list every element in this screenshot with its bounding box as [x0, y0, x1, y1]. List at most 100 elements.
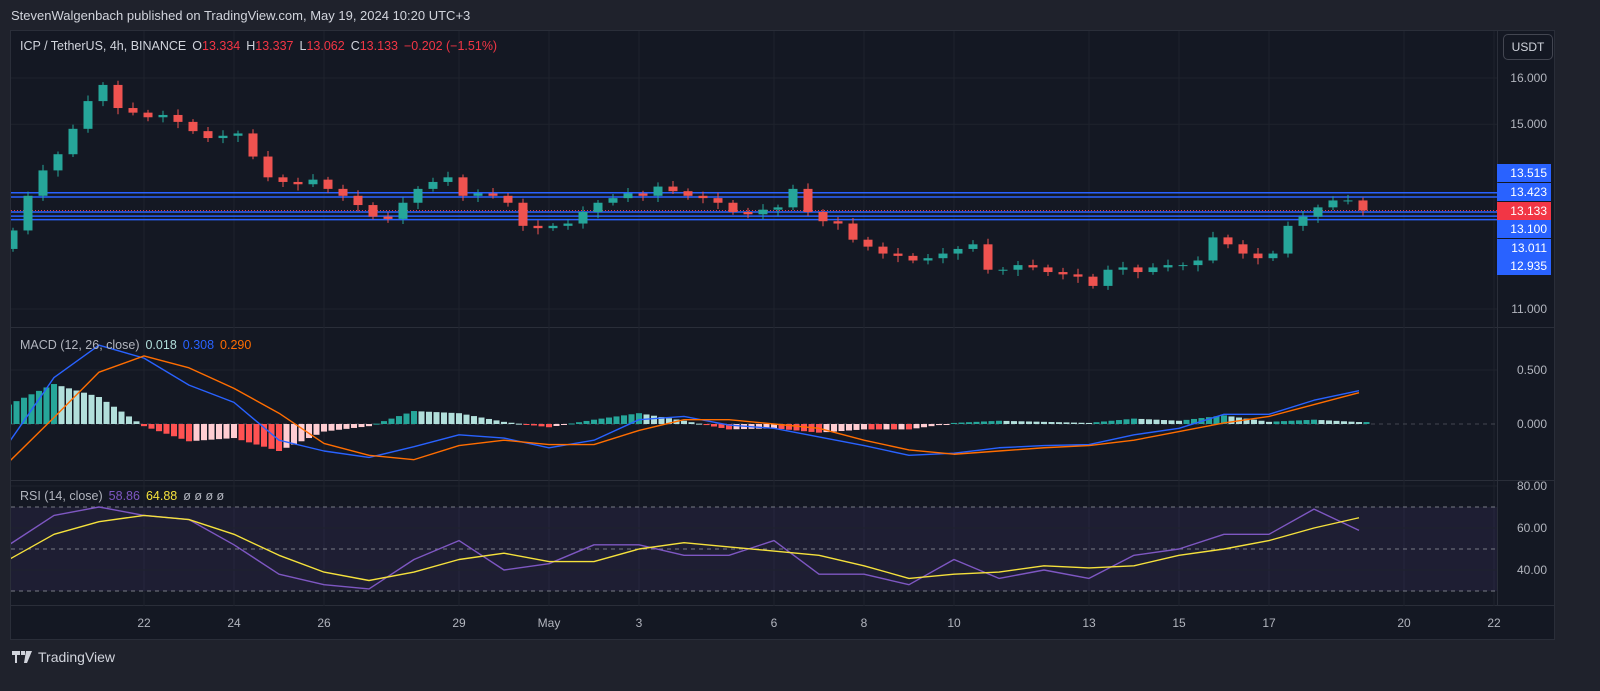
macd-histogram-bar [1108, 420, 1115, 424]
macd-histogram-bar [111, 406, 117, 424]
macd-histogram-bar [403, 413, 410, 424]
level-label-13-100: 13.100 [1497, 220, 1551, 238]
candle-body [443, 177, 453, 182]
chart-frame[interactable] [10, 30, 1555, 640]
symbol-title[interactable]: ICP / TetherUS, 4h, BINANCE [20, 39, 187, 53]
symbol-legend: ICP / TetherUS, 4h, BINANCE O13.334 H13.33… [20, 39, 503, 53]
macd-histogram-bar [1086, 422, 1092, 424]
x-axis-label: 19 [2, 616, 16, 630]
macd-histogram-bar [253, 424, 260, 445]
candle-body [713, 198, 723, 203]
macd-histogram-bar [81, 392, 87, 424]
macd-histogram-bar [666, 418, 672, 424]
macd-histogram-bar [981, 421, 987, 424]
candle-body [143, 112, 153, 118]
candle-body [413, 188, 423, 203]
macd-histogram-bar [261, 424, 267, 447]
candle-body [308, 179, 318, 185]
candle-body [968, 244, 978, 249]
candle-body [1313, 207, 1323, 217]
rsi-axis-label: 60.00 [1517, 521, 1547, 535]
macd-histogram-bar [628, 414, 635, 424]
macd-histogram-bar [486, 418, 492, 424]
macd-histogram-bar [1041, 421, 1047, 424]
macd-histogram-bar [1153, 419, 1160, 424]
macd-histogram-bar [171, 424, 177, 437]
macd-title: MACD (12, 26, close) [20, 338, 140, 352]
macd-histogram-bar [1026, 421, 1032, 424]
macd-histogram-bar [1341, 421, 1347, 424]
macd-histogram-bar [553, 424, 560, 426]
macd-histogram-bar [861, 424, 867, 430]
macd-histogram-bar [283, 424, 290, 448]
macd-histogram-bar [358, 424, 365, 428]
macd-histogram-bar [1033, 421, 1040, 424]
macd-histogram-bar [681, 420, 687, 424]
candle-body [338, 188, 348, 196]
macd-histogram-bar [853, 424, 860, 430]
macd-histogram-bar [186, 424, 192, 442]
macd-histogram-bar [1123, 419, 1130, 424]
candle-body [953, 248, 963, 254]
macd-histogram-bar [126, 416, 132, 424]
macd-histogram-bar [223, 424, 230, 439]
macd-axis-label: 0.500 [1517, 363, 1547, 377]
macd-histogram-bar [1281, 421, 1287, 424]
macd-histogram-bar [1258, 420, 1265, 424]
macd-histogram-bar [561, 424, 567, 425]
macd-histogram-bar [1318, 420, 1325, 424]
candle-body [473, 193, 483, 196]
macd-histogram-bar [1146, 419, 1152, 424]
macd-histogram-bar [1266, 421, 1272, 424]
tradingview-logo[interactable]: TradingView [12, 649, 115, 665]
candle-body [203, 131, 213, 139]
macd-histogram-bar [921, 424, 927, 428]
candle-body [1268, 253, 1278, 259]
macd-histogram-bar [906, 424, 912, 430]
candle-body [803, 188, 813, 212]
candle-body [1193, 260, 1203, 266]
candle-body [1178, 265, 1188, 267]
candle-body [743, 211, 753, 215]
macd-histogram-bar [1363, 422, 1370, 424]
macd-histogram-bar [1093, 422, 1100, 424]
macd-histogram-bar [1056, 422, 1062, 424]
candle-body [848, 223, 858, 240]
candle-body [533, 225, 543, 229]
macd-histogram-bar [1311, 419, 1317, 424]
macd-histogram-bar [913, 424, 920, 429]
macd-histogram-bar [1348, 421, 1355, 424]
x-axis-label: 13 [1082, 616, 1096, 630]
macd-histogram-bar [583, 420, 590, 424]
macd-histogram-bar [231, 424, 237, 439]
macd-hist-value: 0.018 [145, 338, 177, 352]
macd-histogram-bar [516, 423, 522, 425]
macd-histogram-bar [636, 413, 642, 424]
macd-histogram-bar [598, 418, 605, 424]
macd-histogram-bar [1183, 419, 1190, 424]
candle-body [488, 193, 498, 196]
rsi-legend[interactable]: RSI (14, close) 58.86 64.88 ø ø ø ø [20, 489, 230, 503]
currency-button[interactable]: USDT [1503, 34, 1553, 60]
macd-histogram-bar [156, 424, 162, 432]
macd-histogram-bar [306, 424, 312, 439]
macd-histogram-bar [1213, 416, 1220, 424]
level-label-13-423: 13.423 [1497, 183, 1551, 201]
macd-legend[interactable]: MACD (12, 26, close) 0.018 0.308 0.290 [20, 338, 257, 352]
candle-body [623, 193, 633, 199]
macd-histogram-bar [321, 424, 327, 432]
candle-body [248, 133, 258, 157]
candle-body [578, 211, 588, 224]
candle-body [683, 191, 693, 196]
candle-body [1253, 253, 1263, 259]
macd-histogram-bar [441, 412, 447, 424]
macd-histogram-bar [133, 421, 140, 424]
candle-body [98, 84, 108, 102]
change-value: −0.202 (−1.51%) [403, 39, 498, 53]
macd-histogram-bar [388, 418, 395, 424]
price-axis-label: 11.000 [1511, 302, 1547, 316]
candle-body [518, 202, 528, 226]
macd-histogram-bar [148, 424, 155, 429]
macd-histogram-bar [546, 424, 552, 428]
